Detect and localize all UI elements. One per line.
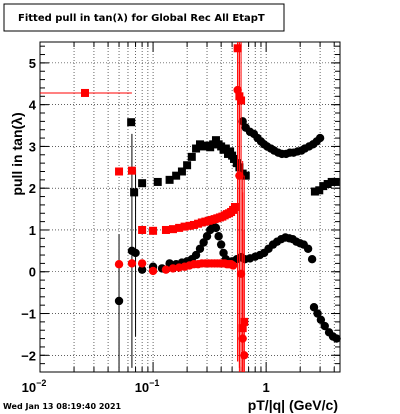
data-point-circle — [235, 171, 244, 180]
data-point-square — [189, 220, 198, 229]
data-point-circle — [168, 264, 178, 273]
y-tick-label: 5 — [29, 56, 36, 71]
data-point-circle — [216, 240, 226, 249]
data-point-square — [161, 225, 170, 234]
data-point-square — [127, 118, 136, 127]
data-point-square — [183, 161, 192, 170]
data-point-square — [237, 96, 246, 105]
data-point-circle — [316, 315, 326, 324]
plot-frame — [39, 41, 341, 373]
data-layer — [40, 42, 341, 372]
data-point-square — [230, 203, 239, 211]
data-point-square — [232, 159, 241, 168]
data-point-circle — [303, 244, 313, 253]
data-point-square — [80, 88, 89, 97]
data-point-square — [149, 226, 158, 235]
y-tick-label: 1 — [29, 223, 36, 238]
data-point-circle — [202, 232, 212, 241]
data-point-square — [168, 225, 177, 234]
y-tick-label: 0 — [29, 265, 36, 280]
data-point-square — [226, 147, 235, 156]
data-point-circle — [195, 244, 205, 253]
data-point-square — [175, 223, 184, 232]
x-tick-exponent: −2 — [36, 378, 46, 388]
data-point-square — [177, 167, 186, 176]
x-tick-label: 10−2 — [22, 378, 47, 395]
data-point-circle — [148, 266, 158, 276]
data-point-square — [241, 171, 250, 180]
data-point-square — [165, 175, 174, 184]
data-point-circle — [127, 259, 137, 268]
data-point-circle — [214, 232, 223, 241]
chart-title: Fitted pull in tan(λ) for Global Rec All… — [18, 13, 265, 24]
data-point-square — [319, 182, 328, 191]
timestamp: Wed Jan 13 08:19:40 2021 — [3, 402, 122, 411]
data-point-square — [187, 152, 196, 161]
data-point-circle — [137, 265, 147, 274]
data-point-square — [153, 177, 162, 186]
data-point-circle — [313, 309, 322, 318]
data-point-circle — [131, 248, 140, 258]
data-point-square — [180, 222, 189, 231]
y-tick-label: −2 — [21, 348, 36, 363]
data-point-circle — [315, 133, 325, 143]
data-point-square — [230, 154, 239, 163]
data-point-circle — [161, 265, 171, 274]
y-tick-label: 3 — [29, 139, 36, 154]
data-point-circle — [114, 296, 124, 306]
data-point-square — [130, 188, 139, 197]
data-point-circle — [240, 351, 249, 360]
y-tick-label: 2 — [29, 181, 36, 196]
data-point-square — [211, 136, 220, 145]
y-axis-label: pull in tan(λ) — [9, 112, 25, 195]
data-point-square — [127, 166, 136, 175]
data-point-square — [138, 225, 147, 234]
data-point-square — [185, 221, 194, 230]
data-point-circle — [238, 334, 247, 343]
data-point-square — [331, 177, 340, 186]
x-tick-label: 10−1 — [135, 378, 160, 395]
data-point-square — [315, 186, 324, 195]
x-axis-label: pT/|q| (GeV/c) — [248, 397, 338, 413]
data-point-circle — [211, 223, 221, 233]
x-tick-label: 1 — [263, 380, 270, 395]
data-point-square — [115, 167, 124, 176]
data-point-circle — [199, 238, 208, 247]
data-point-square — [192, 144, 201, 153]
tick-layer: −2 −1 0 1 2 3 4 5 10−2 10−1 1 — [21, 42, 340, 395]
data-point-circle — [114, 260, 124, 269]
data-point-square — [323, 180, 332, 189]
data-point-circle — [332, 334, 341, 343]
data-point-circle — [228, 261, 238, 270]
data-point-circle — [233, 85, 242, 95]
data-point-square — [172, 171, 181, 180]
data-point-square — [209, 140, 218, 149]
y-tick-label: 4 — [29, 98, 37, 113]
data-point-circle — [137, 259, 147, 268]
data-point-circle — [307, 255, 317, 264]
data-point-square — [310, 187, 319, 196]
title-box — [3, 3, 285, 32]
data-point-square — [221, 144, 230, 153]
data-point-circle — [320, 321, 329, 331]
data-point-circle — [309, 303, 319, 312]
data-point-circle — [191, 250, 201, 260]
data-point-square — [138, 179, 147, 188]
y-tick-label: −1 — [21, 307, 36, 322]
x-tick-exponent: −1 — [149, 378, 159, 388]
